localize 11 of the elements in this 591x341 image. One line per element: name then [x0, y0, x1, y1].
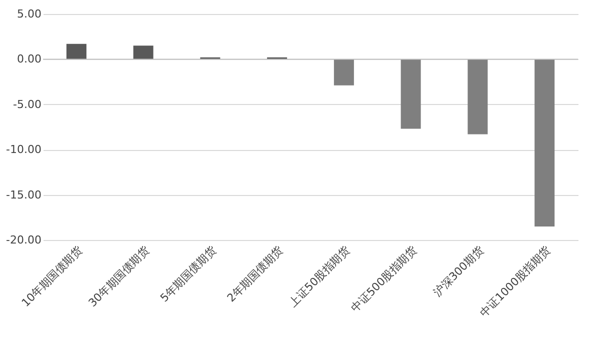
- x-tick-label: 30年期国债期货: [86, 244, 152, 310]
- x-tick-label: 上证50股指期货: [286, 244, 352, 310]
- y-tick-label: -15.00: [6, 188, 42, 202]
- y-tick-label: -20.00: [6, 234, 42, 246]
- x-tick-label: 10年期国债期货: [19, 244, 85, 310]
- x-tick-label: 2年期国债期货: [224, 244, 286, 305]
- y-tick-label: -5.00: [13, 98, 42, 111]
- y-tick-label: 5.00: [17, 8, 42, 20]
- y-tick-label: 0.00: [17, 52, 42, 66]
- x-tick-label: 5年期国债期货: [158, 244, 219, 305]
- y-tick-label: -10.00: [6, 143, 42, 156]
